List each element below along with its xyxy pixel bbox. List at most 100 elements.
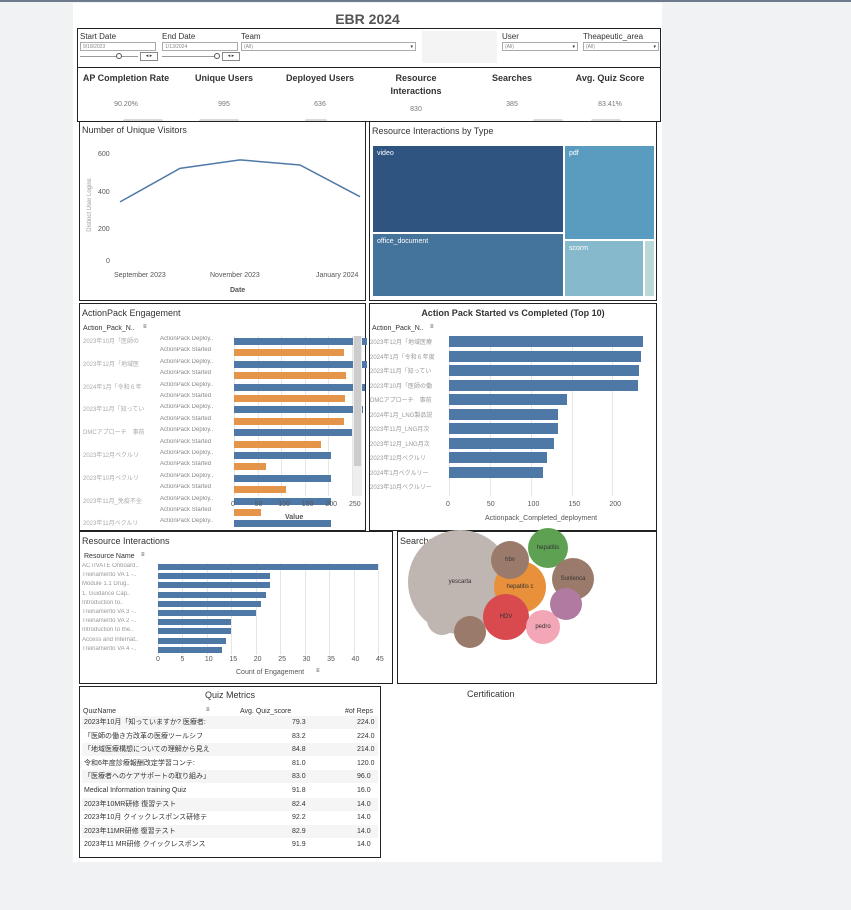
treemap-cell-scorm[interactable]: scorm bbox=[564, 240, 644, 297]
engagement-bar[interactable] bbox=[158, 628, 232, 635]
treemap-cell-office-document[interactable]: office_document bbox=[372, 233, 564, 297]
bar-started[interactable] bbox=[234, 509, 261, 516]
completed-bar[interactable] bbox=[449, 437, 555, 449]
completed-bar[interactable] bbox=[449, 408, 559, 420]
bar-deployed[interactable] bbox=[234, 474, 331, 482]
bar-deployed[interactable] bbox=[234, 383, 365, 391]
bar-deployed[interactable] bbox=[234, 338, 368, 345]
bar-started[interactable] bbox=[234, 463, 267, 471]
row-label: ACTIVATE Onboard.. bbox=[82, 563, 139, 569]
kpi-unique-users-value: 995 bbox=[218, 101, 230, 108]
treemap-cell-pdf[interactable]: pdf bbox=[564, 145, 655, 240]
row-measure-label: ActionPack Started bbox=[160, 461, 212, 468]
search-bubble[interactable] bbox=[454, 616, 486, 648]
bar-deployed[interactable] bbox=[234, 406, 363, 414]
kpi-ap-completion-label: AP Completion Rate bbox=[82, 73, 170, 83]
completed-bar[interactable] bbox=[449, 394, 567, 405]
quiz-name-cell: 「地域医療構想についての理解から見え bbox=[84, 746, 210, 754]
treemap-cell-other[interactable] bbox=[644, 240, 655, 297]
row-label: 2023年10月「医師の働 bbox=[370, 383, 433, 390]
search-bubble[interactable] bbox=[427, 605, 457, 635]
row-pack-label: 2023年12月ベクルリ bbox=[83, 453, 139, 459]
quiz-reps-cell: 14.0 bbox=[357, 841, 371, 849]
engagement-bar[interactable] bbox=[158, 646, 222, 653]
completed-bar[interactable] bbox=[449, 365, 640, 376]
engagement-bar[interactable] bbox=[158, 591, 266, 598]
engagement-bar[interactable] bbox=[158, 573, 271, 580]
completed-bar[interactable] bbox=[449, 466, 543, 478]
bar-started[interactable] bbox=[234, 349, 344, 357]
bar-started[interactable] bbox=[234, 440, 321, 448]
sort-icon[interactable]: ≡ bbox=[141, 552, 145, 558]
completed-bar[interactable] bbox=[449, 350, 641, 362]
quiz-name-cell: 令和6年度診療報酬改定学習コンテ: bbox=[84, 759, 195, 767]
quiz-name-cell: Medical Information training Quiz bbox=[84, 787, 187, 794]
sort-icon[interactable]: ≡ bbox=[143, 324, 147, 330]
bar-started[interactable] bbox=[234, 395, 345, 402]
gridline bbox=[328, 336, 330, 496]
search-bubble[interactable]: hbv bbox=[491, 541, 529, 579]
search-bubble[interactable] bbox=[550, 588, 582, 620]
engagement-bar[interactable] bbox=[158, 600, 261, 607]
user-select-value: (All) bbox=[505, 44, 514, 50]
start-date-input[interactable]: 9/18/2023 bbox=[80, 42, 156, 51]
actionpack-rows: 2023年10月「医師の ActionPack Deploy.. ActionPac… bbox=[80, 336, 368, 528]
user-select[interactable]: (All) ▾ bbox=[502, 42, 578, 51]
scrollbar[interactable] bbox=[353, 336, 362, 496]
row-label: Module 1.1 Drug.. bbox=[82, 581, 130, 588]
team-select[interactable]: (All) ▾ bbox=[241, 42, 416, 51]
row-measure-label: ActionPack Started bbox=[160, 347, 212, 354]
row-measure-label: ActionPack Deploy.. bbox=[160, 404, 214, 411]
bar-deployed[interactable] bbox=[234, 452, 331, 459]
sort-icon[interactable]: ≡ bbox=[430, 324, 434, 330]
quiz-reps-cell: 96.0 bbox=[357, 773, 371, 781]
completed-bar[interactable] bbox=[449, 336, 644, 347]
start-date-slider[interactable] bbox=[80, 53, 138, 59]
start-date-stepper[interactable]: ◂ ▸ bbox=[140, 52, 158, 61]
quiz-reps-cell: 224.0 bbox=[357, 732, 375, 740]
unique-visitors-title: Number of Unique Visitors bbox=[82, 125, 187, 135]
bar-deployed[interactable] bbox=[234, 497, 331, 505]
bar-deployed[interactable] bbox=[234, 429, 352, 437]
end-date-input[interactable]: 1/13/2024 bbox=[162, 42, 238, 51]
engagement-bar[interactable] bbox=[158, 610, 256, 616]
treemap-cell-video[interactable]: video bbox=[372, 145, 564, 233]
resource-interaction-rows: ACTIVATE Onboard.. Treinamento VA 1 -.. Mo… bbox=[80, 563, 392, 655]
x-tick: 15 bbox=[229, 656, 238, 663]
scrollbar-thumb[interactable] bbox=[354, 336, 361, 466]
end-date-slider-handle[interactable] bbox=[214, 53, 220, 59]
x-tick: 5 bbox=[180, 656, 185, 663]
completed-bar[interactable] bbox=[449, 452, 547, 463]
quiz-name-cell: 2023年11 MR研修 クイックレスポンス bbox=[84, 841, 206, 849]
search-bubble[interactable]: HDV bbox=[483, 594, 529, 640]
engagement-bar[interactable] bbox=[158, 637, 227, 644]
completed-bar[interactable] bbox=[449, 379, 639, 391]
end-date-stepper[interactable]: ◂ ▸ bbox=[222, 52, 240, 61]
therapeutic-area-select[interactable]: (All) ▾ bbox=[583, 42, 659, 51]
start-date-label: Start Date bbox=[80, 32, 117, 41]
engagement-bar[interactable] bbox=[158, 582, 271, 589]
gridline bbox=[281, 336, 283, 496]
row-label: Treinamento VA 4 -.. bbox=[82, 645, 137, 652]
sort-icon[interactable]: ≡ bbox=[206, 707, 210, 713]
table-row: 2023年11 MR研修 クイックレスポンス 91.9 14.0 bbox=[82, 838, 378, 852]
start-date-slider-handle[interactable] bbox=[116, 53, 122, 59]
quiz-score-cell: 82.9 bbox=[292, 827, 306, 835]
completed-bar[interactable] bbox=[449, 423, 559, 434]
row-label: 2023年12月「地域医療 bbox=[370, 340, 433, 346]
sort-icon[interactable]: ≡ bbox=[316, 668, 320, 674]
bar-deployed[interactable] bbox=[234, 520, 331, 528]
row-label: 2023年11月「知ってい bbox=[370, 369, 432, 375]
bar-started[interactable] bbox=[234, 372, 346, 380]
engagement-bar[interactable] bbox=[158, 619, 232, 626]
row-measure-label: ActionPack Started bbox=[160, 415, 212, 422]
engagement-bar[interactable] bbox=[158, 564, 378, 570]
bar-started[interactable] bbox=[234, 486, 286, 494]
end-date-slider[interactable] bbox=[162, 53, 220, 59]
bar-deployed[interactable] bbox=[234, 360, 368, 368]
team-label: Team bbox=[241, 32, 261, 41]
row-measure-label: ActionPack Deploy.. bbox=[160, 336, 214, 342]
row-pack-label: 2023年12月「地域医 bbox=[83, 361, 140, 368]
bar-started[interactable] bbox=[234, 417, 344, 425]
gridline bbox=[304, 336, 306, 496]
